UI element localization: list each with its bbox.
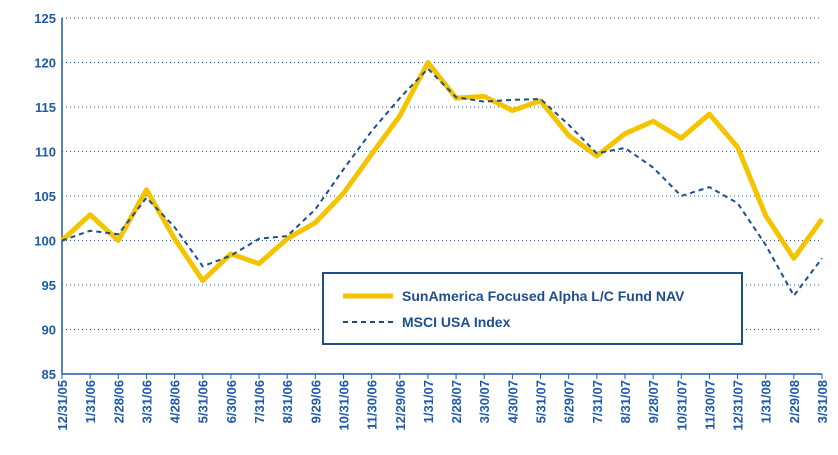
y-tick-label: 100	[34, 234, 56, 249]
x-tick-label: 7/31/06	[252, 380, 267, 423]
x-tick-label: 1/31/07	[421, 380, 436, 423]
x-tick-label: 6/30/06	[224, 380, 239, 423]
x-tick-label: 9/28/07	[646, 380, 661, 423]
x-tick-label: 9/29/06	[308, 380, 323, 423]
x-tick-label: 8/31/06	[280, 380, 295, 423]
series-line	[60, 60, 825, 284]
x-tick-label: 11/30/07	[702, 380, 717, 430]
x-tick-label: 4/28/06	[168, 380, 183, 423]
x-tick-label: 6/29/07	[562, 380, 577, 423]
y-tick-label: 90	[42, 323, 56, 338]
y-tick-label: 95	[42, 278, 56, 293]
legend-label: SunAmerica Focused Alpha L/C Fund NAV	[402, 288, 685, 304]
x-tick-label: 5/31/06	[196, 380, 211, 423]
y-tick-label: 110	[35, 145, 56, 160]
x-tick-label: 1/31/06	[83, 380, 98, 423]
x-tick-label: 10/31/06	[336, 380, 351, 431]
legend: SunAmerica Focused Alpha L/C Fund NAV MSC…	[322, 272, 743, 345]
y-tick-label: 120	[34, 56, 56, 71]
x-tick-label: 2/28/07	[449, 380, 464, 423]
legend-label: MSCI USA Index	[402, 314, 511, 330]
y-tick-label: 105	[34, 189, 56, 204]
x-tick-label: 10/31/07	[674, 380, 689, 431]
y-tick-label: 85	[42, 367, 56, 382]
x-tick-label: 2/29/08	[787, 380, 802, 423]
y-tick-label: 115	[35, 100, 56, 115]
x-tick-label: 12/31/07	[731, 380, 746, 431]
legend-box	[322, 272, 743, 345]
x-tick-label: 2/28/06	[111, 380, 126, 423]
x-tick-label: 11/30/06	[365, 380, 380, 430]
series-line	[61, 67, 823, 297]
x-tick-label: 8/31/07	[618, 380, 633, 423]
y-tick-label: 125	[34, 11, 56, 26]
x-tick-label: 3/31/06	[139, 380, 154, 423]
x-tick-label: 7/31/07	[590, 380, 605, 423]
x-tick-label: 1/31/08	[759, 380, 774, 423]
x-tick-label: 5/31/07	[534, 380, 549, 423]
x-tick-label: 12/31/05	[55, 380, 70, 431]
x-tick-label: 12/29/06	[393, 380, 408, 431]
x-tick-label: 3/30/07	[477, 380, 492, 423]
x-tick-label: 3/31/08	[815, 380, 830, 423]
x-tick-label: 4/30/07	[505, 380, 520, 423]
